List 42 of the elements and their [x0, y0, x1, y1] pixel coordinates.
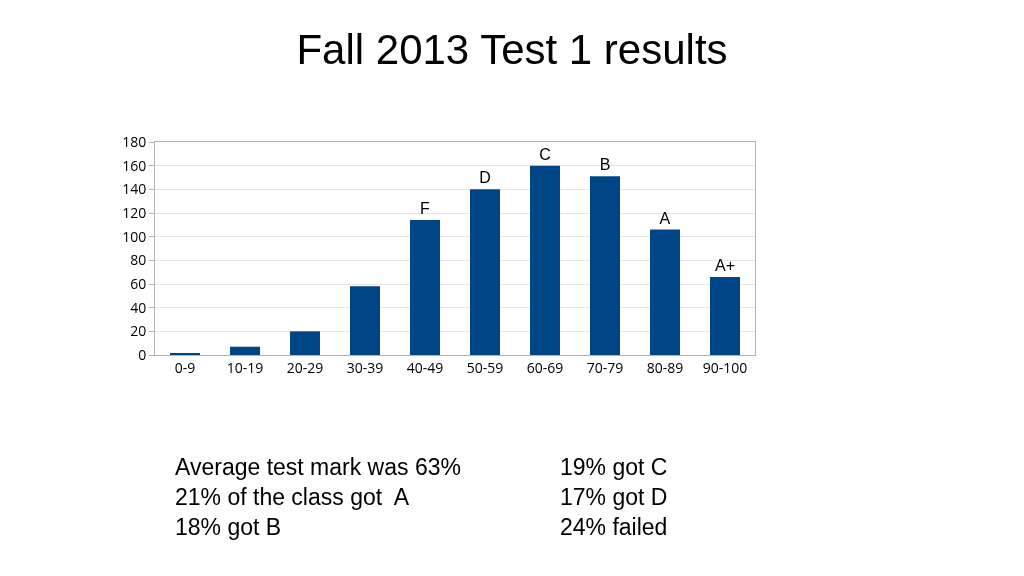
bar	[650, 229, 680, 355]
data-label: B	[599, 156, 611, 174]
x-tick-label: 40-49	[406, 357, 444, 377]
x-tick-label: 20-29	[286, 357, 324, 377]
bar	[230, 346, 260, 355]
x-tick-label: 80-89	[646, 357, 684, 377]
y-tick-label: 20	[130, 321, 147, 341]
text: 19% got C	[560, 453, 668, 482]
text: 17% got D	[560, 483, 668, 512]
text: 21% of the class got A	[175, 483, 410, 512]
chart-title: Fall 2013 Test 1 results	[296, 25, 728, 73]
x-tick-label: 10-19	[226, 357, 264, 377]
y-tick-label: 60	[130, 273, 147, 293]
text: Average test mark was 63%	[175, 453, 462, 482]
x-tick-label: 70-79	[586, 357, 624, 377]
x-tick-label: 90-100	[702, 357, 748, 377]
y-tick-label: 120	[122, 202, 147, 222]
x-tick-label: 0-9	[174, 357, 196, 377]
bar	[470, 189, 500, 355]
y-tick-label: 80	[130, 250, 147, 270]
y-tick-label: 40	[130, 297, 147, 317]
data-label: A	[659, 209, 671, 227]
data-label: F	[420, 200, 430, 218]
data-label: C	[539, 145, 551, 163]
bar	[710, 276, 740, 355]
x-tick-label: 30-39	[346, 357, 384, 377]
y-tick-label: 100	[122, 226, 147, 246]
text: 18% got B	[175, 513, 283, 542]
y-tick-label: 180	[122, 131, 147, 151]
bar	[290, 331, 320, 355]
x-tick-label: 60-69	[526, 357, 564, 377]
y-tick-label: 160	[122, 155, 147, 175]
data-label: D	[479, 169, 491, 187]
bar	[410, 220, 440, 355]
data-label: A+	[714, 256, 736, 274]
bar	[590, 176, 620, 355]
x-tick-label: 50-59	[466, 357, 504, 377]
text: 24% failed	[560, 513, 668, 542]
y-tick-label: 140	[122, 179, 147, 199]
y-tick-label: 0	[138, 344, 147, 364]
bar	[530, 165, 560, 355]
bar	[350, 286, 380, 355]
